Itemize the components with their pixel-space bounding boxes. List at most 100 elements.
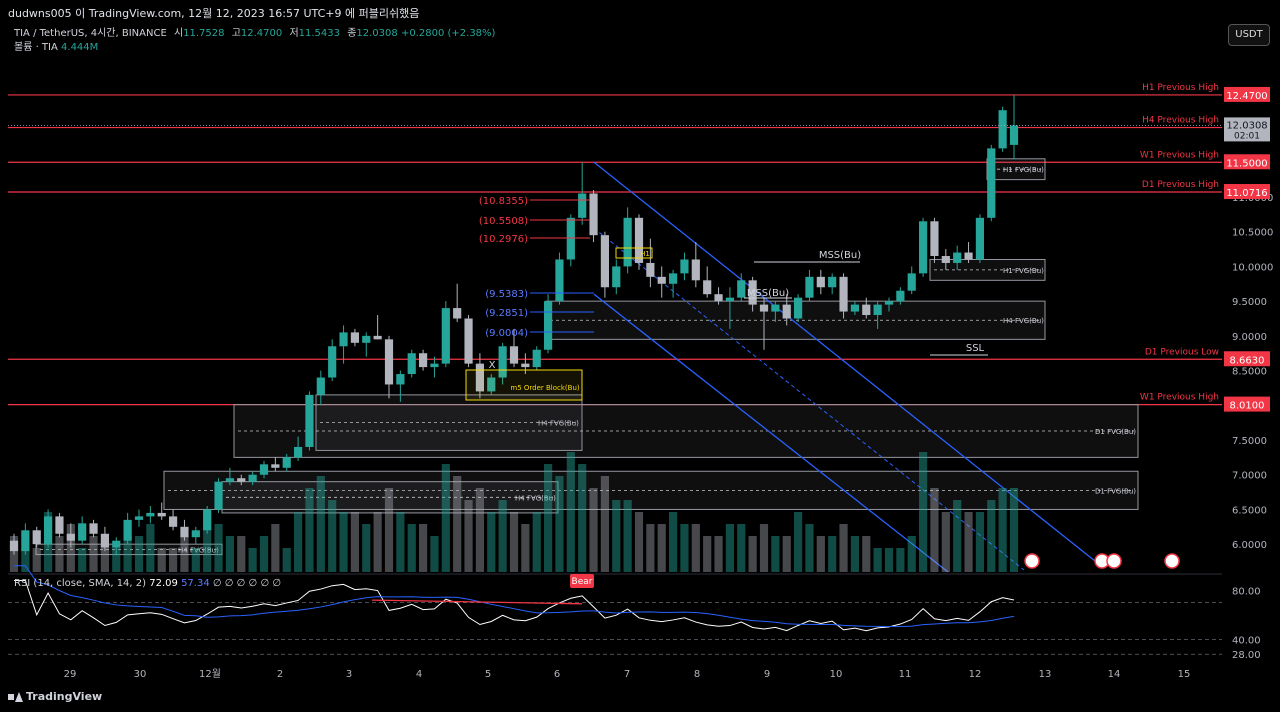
candle-body <box>759 304 769 312</box>
order-block-box <box>465 369 583 401</box>
order-block-label: m5 Order Block(Bu) <box>510 384 580 392</box>
volume-bar <box>487 512 496 572</box>
volume-bar <box>430 536 439 572</box>
candle-body <box>9 540 19 552</box>
volume-bar <box>180 536 189 572</box>
candle-body <box>725 297 734 302</box>
volume-bar <box>191 548 200 572</box>
candle-body <box>362 335 371 343</box>
candle-body <box>555 259 564 302</box>
fvg-label: H4 FVG(Bu) <box>178 546 219 554</box>
volume-bar <box>157 548 166 572</box>
date-tick-label: 9 <box>764 669 770 680</box>
trendline-upper <box>593 161 1101 566</box>
change-value: +0.2800 (+2.38%) <box>400 28 496 39</box>
volume-bar <box>1009 488 1019 572</box>
volume-bar <box>225 536 234 572</box>
high-value: 12.4700 <box>240 28 283 39</box>
volume-bar <box>305 488 314 572</box>
date-tick-label: 2 <box>277 669 283 680</box>
date-tick-label: 15 <box>1178 669 1191 680</box>
volume-bar <box>339 512 348 572</box>
candle-body <box>1009 125 1019 145</box>
rsi-legend[interactable]: RSI (14, close, SMA, 14, 2) 72.09 57.34 … <box>14 578 281 589</box>
h1-label: H1 <box>640 250 650 258</box>
fvg-box <box>35 543 223 556</box>
candle-body <box>66 533 75 541</box>
volume-bar <box>862 536 871 572</box>
volume-bar <box>21 548 30 572</box>
candle-body <box>89 523 98 534</box>
volume-bar <box>555 476 564 572</box>
mss-label: MSS(Bu) <box>747 288 789 299</box>
candle-body <box>134 516 144 520</box>
candle-body <box>634 217 644 263</box>
rsi-sma-line <box>14 565 1015 628</box>
volume-bar <box>498 500 507 572</box>
level-label: D1 Previous High <box>1142 180 1219 190</box>
fib-label-red: (10.8355) <box>479 196 528 207</box>
price-tick-label: 6.0000 <box>1232 540 1267 551</box>
fvg-label: D1 FVG(Bu) <box>1095 428 1136 436</box>
current-price-tag <box>1224 117 1270 142</box>
currency-button[interactable]: USDT <box>1228 24 1270 46</box>
volume-bar <box>998 488 1007 572</box>
candle-body <box>328 346 337 378</box>
candle-body <box>703 280 712 295</box>
volume-bar <box>589 488 598 572</box>
candle-body <box>78 523 87 541</box>
candle-body <box>782 304 791 319</box>
level-label: H1 Previous High <box>1142 83 1219 93</box>
candle-body <box>987 148 996 218</box>
date-tick-label: 14 <box>1108 669 1121 680</box>
volume-label[interactable]: 볼륨 · TIA <box>14 42 58 53</box>
volume-bar <box>566 452 575 572</box>
candle-body <box>191 530 200 538</box>
tradingview-logo-icon <box>8 692 23 702</box>
volume-bar <box>805 524 814 572</box>
fvg-label: H4 FVG(Bu) <box>1003 317 1044 325</box>
volume-bar <box>419 524 428 572</box>
volume-bar <box>646 524 655 572</box>
volume-bar <box>748 536 757 572</box>
price-tick-label: 9.5000 <box>1232 297 1267 308</box>
low-value: 11.5433 <box>298 28 341 39</box>
level-price-tag <box>1224 86 1270 102</box>
candle-body <box>964 252 973 260</box>
volume-bar <box>737 524 746 572</box>
candle-body <box>498 346 507 378</box>
close-value: 12.0308 <box>356 28 398 39</box>
volume-bar <box>509 512 519 572</box>
candle-body <box>691 259 700 281</box>
volume-bar <box>691 524 700 572</box>
candle-body <box>714 294 723 302</box>
fib-label-blue: (9.0004) <box>485 328 528 339</box>
volume-bar <box>657 524 666 572</box>
candle-body <box>44 516 53 545</box>
rsi-sma-value: 57.34 <box>181 578 210 589</box>
fib-label-blue: (9.5383) <box>485 289 528 300</box>
mss-label: MSS(Bu) <box>819 250 861 261</box>
candle-body <box>157 512 166 517</box>
volume-bar <box>146 524 155 572</box>
candle-body <box>180 526 189 538</box>
level-label: D1 Previous Low <box>1145 347 1219 357</box>
candle-body <box>384 339 394 385</box>
bear-divergence-line <box>371 599 583 605</box>
volume-bar <box>884 548 894 572</box>
volume-bar <box>907 536 916 572</box>
candle-body <box>646 262 655 277</box>
volume-bar <box>850 536 859 572</box>
rsi-tick-label: 28.00 <box>1232 650 1261 661</box>
tradingview-logo[interactable]: TradingView <box>8 690 102 703</box>
fib-label-blue: (9.2851) <box>485 308 528 319</box>
volume-bar <box>441 464 450 572</box>
candle-body <box>657 276 666 284</box>
candle-body <box>441 308 450 364</box>
candle-body <box>271 464 280 468</box>
symbol-label[interactable]: TIA / TetherUS, 4시간, BINANCE <box>14 28 167 39</box>
volume-bar <box>953 500 962 572</box>
date-tick-label: 3 <box>346 669 352 680</box>
volume-bar <box>930 488 939 572</box>
